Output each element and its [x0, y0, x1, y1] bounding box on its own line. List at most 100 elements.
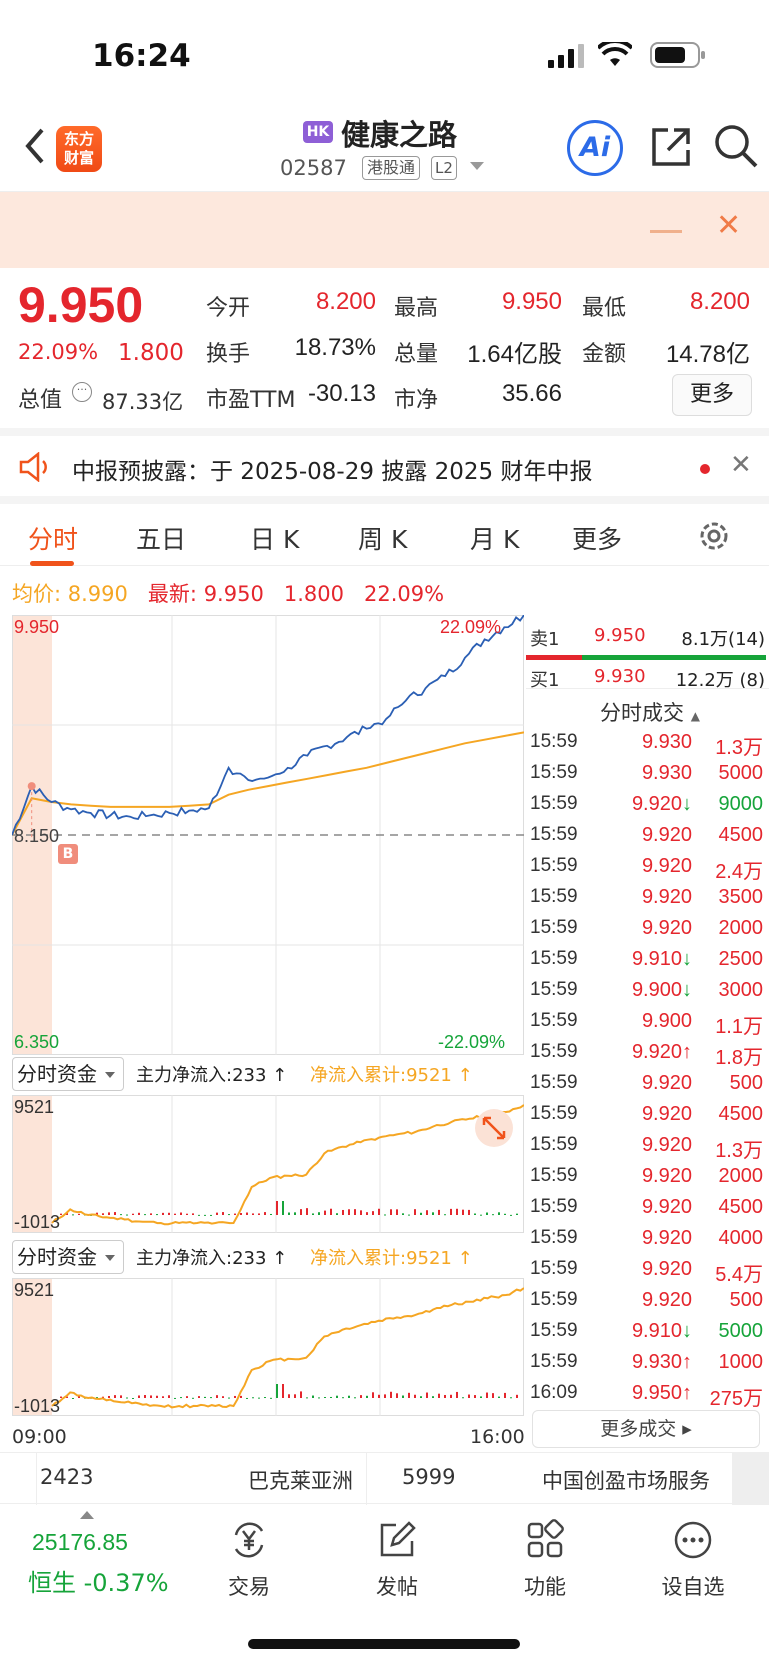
volume-bar: [420, 1212, 422, 1215]
trade-time: 15:59: [530, 1227, 578, 1248]
trade-price: 9.920: [641, 1165, 692, 1187]
trade-time: 15:59: [530, 979, 578, 1000]
trade-volume: 4500: [718, 824, 764, 846]
trade-price: 9.920↓: [631, 793, 692, 815]
volume-bar: [348, 1395, 350, 1398]
stock-name: 健康之路: [341, 118, 458, 152]
trade-price: 9.930: [641, 762, 692, 784]
volume-bar: [414, 1394, 416, 1398]
trade-time: 15:59: [530, 1134, 578, 1155]
volume-bar: [300, 1209, 302, 1215]
index-name[interactable]: 恒生 -0.37%: [28, 1569, 169, 1597]
trade-volume: 2.4万: [715, 861, 763, 883]
volume-bar: [318, 1212, 320, 1215]
trade-volume: 2000: [718, 917, 764, 939]
tab-monthly-k[interactable]: 月 K: [470, 525, 520, 554]
announcement-bar[interactable]: 中报预披露：于 2025-08-29 披露 2025 财年中报 ✕: [0, 428, 769, 496]
fund-flow-select[interactable]: 分时资金: [12, 1057, 124, 1091]
volume-bar: [516, 1213, 518, 1215]
volume-bar: [114, 1212, 116, 1215]
add-watchlist-button[interactable]: 设自选: [648, 1519, 738, 1601]
ticker-name[interactable]: 巴克莱亚洲: [248, 1469, 353, 1493]
volume-bar: [186, 1213, 188, 1215]
volume-bar: [354, 1397, 356, 1399]
back-chevron-icon[interactable]: [20, 126, 50, 166]
chart-y-top: 9.950: [14, 617, 60, 637]
bid-row[interactable]: 买1 9.930 12.2万 (8): [530, 666, 765, 691]
tab-daily-k[interactable]: 日 K: [250, 525, 300, 554]
latest-value: 9.950: [203, 582, 264, 606]
buy-marker[interactable]: B: [58, 844, 78, 864]
volume-bar: [474, 1213, 476, 1215]
trade-time: 15:59: [530, 1351, 578, 1372]
volume-bar: [192, 1397, 194, 1399]
volume-bar: [204, 1214, 206, 1216]
latest-label: 最新:: [147, 582, 197, 606]
promo-banner[interactable]: ✕: [0, 192, 769, 268]
bottom-bar: 25176.85 恒生 -0.37% 交易 发帖 功能 设自选: [0, 1505, 769, 1665]
trade-direction-arrow: ↓: [682, 793, 692, 815]
trade-volume: 1.3万: [715, 737, 763, 759]
ask-row[interactable]: 卖1 9.950 8.1万(14): [530, 625, 765, 650]
tab-more[interactable]: 更多: [572, 525, 623, 554]
trade-time: 15:59: [530, 855, 578, 876]
index-value[interactable]: 25176.85: [32, 1529, 128, 1555]
quote-field-label: 换手: [206, 342, 251, 367]
chart-y-bottom: 6.350: [14, 1032, 60, 1052]
expand-arrows-icon[interactable]: [474, 1108, 514, 1148]
trade-row: 15:59 9.910↓ 5000: [526, 1320, 769, 1351]
ai-assistant-button[interactable]: Ai: [567, 120, 623, 176]
trade-time: 15:59: [530, 1072, 578, 1093]
banner-close-icon[interactable]: ✕: [716, 208, 742, 243]
volume-bar: [114, 1395, 116, 1398]
volume-bar: [126, 1397, 128, 1399]
fund-flow-chart[interactable]: [12, 1095, 524, 1233]
more-quote-button[interactable]: 更多: [672, 374, 752, 416]
app-logo[interactable]: 东方 财富: [56, 126, 102, 172]
tab-five-day[interactable]: 五日: [136, 525, 187, 554]
quote-field-value: 8.200: [689, 288, 750, 315]
volume-bar: [300, 1391, 302, 1398]
gear-icon[interactable]: [696, 518, 732, 554]
chart-tabs: 分时 五日 日 K 周 K 月 K 更多: [0, 496, 769, 566]
fund-flow-chart[interactable]: [12, 1278, 524, 1416]
volume-bar: [498, 1396, 500, 1398]
volume-bar: [504, 1392, 506, 1398]
announcement-text: 中报预披露：于 2025-08-29 披露 2025 财年中报: [72, 459, 593, 485]
intraday-price-chart[interactable]: [12, 615, 524, 1055]
share-icon[interactable]: [648, 124, 694, 170]
announcement-close-icon[interactable]: ✕: [730, 450, 752, 480]
volume-bar: [390, 1391, 392, 1398]
volume-bar: [252, 1213, 254, 1215]
fund-flow-select[interactable]: 分时资金: [12, 1240, 124, 1274]
ticker-name[interactable]: 中国创盈市场服务: [542, 1469, 710, 1493]
trade-price: 9.920: [641, 1289, 692, 1311]
avg-price-line: [12, 731, 524, 836]
ticker-code[interactable]: 5999: [402, 1465, 456, 1489]
tab-intraday[interactable]: 分时: [28, 525, 79, 554]
trade-button[interactable]: 交易: [204, 1519, 294, 1601]
volume-bar: [336, 1213, 338, 1215]
market-cap-info-icon[interactable]: ···: [72, 382, 92, 402]
search-icon[interactable]: [712, 122, 760, 170]
chart-pct-bottom: -22.09%: [438, 1032, 506, 1052]
trade-volume: 500: [729, 1289, 763, 1311]
features-button[interactable]: 功能: [500, 1519, 590, 1601]
volume-bar: [270, 1213, 272, 1215]
trade-volume: 3500: [718, 886, 764, 908]
market-cap-label: 总值: [18, 388, 63, 413]
post-button[interactable]: 发帖: [352, 1519, 442, 1601]
current-price: 9.950: [18, 277, 144, 333]
trade-price: 9.900↓: [631, 979, 692, 1001]
volume-bar: [432, 1212, 434, 1215]
ticker-code[interactable]: 2423: [40, 1465, 94, 1489]
trade-price: 9.920: [641, 1134, 692, 1156]
volume-bar: [396, 1209, 398, 1215]
more-trades-button[interactable]: 更多成交 ▸: [532, 1410, 760, 1448]
tab-weekly-k[interactable]: 周 K: [358, 525, 408, 554]
trade-time: 15:59: [530, 917, 578, 938]
stock-switch-caret-icon[interactable]: [470, 162, 484, 170]
index-expand-caret-icon[interactable]: [80, 1511, 94, 1519]
trades-title[interactable]: 分时成交 ▲: [600, 701, 700, 725]
volume-bar: [450, 1208, 452, 1215]
